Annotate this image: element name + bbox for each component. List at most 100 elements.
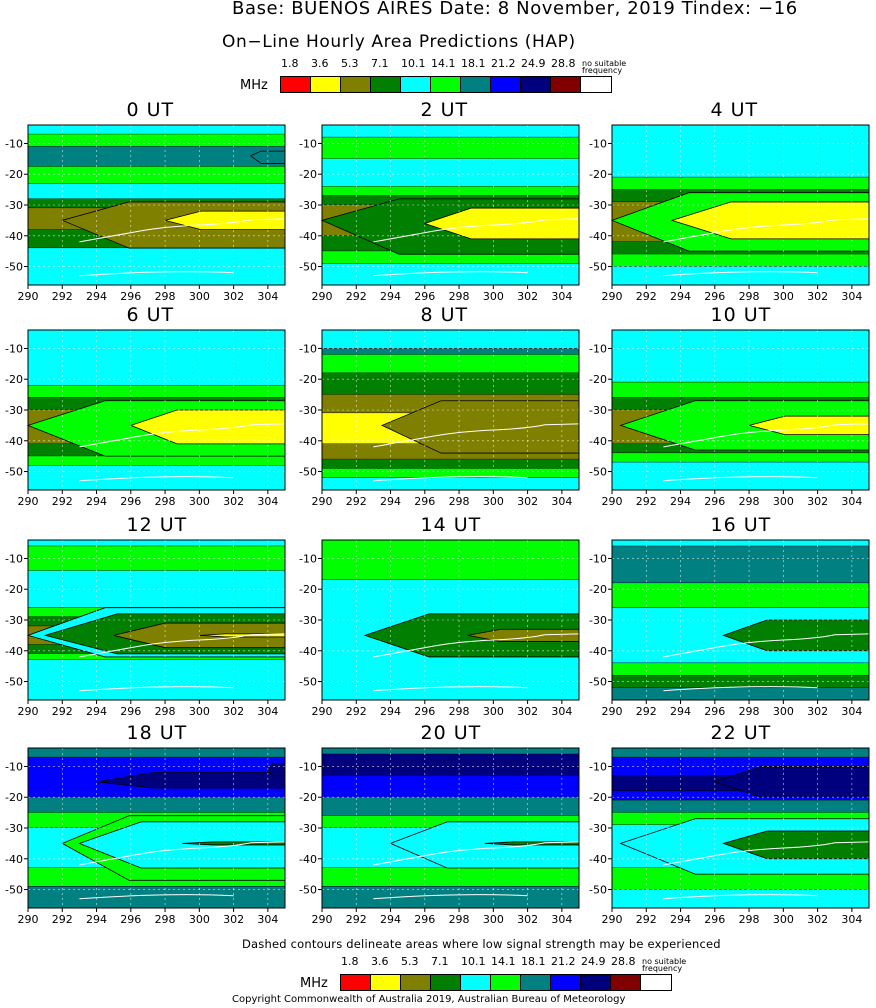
x-tick-label: 292 [52,705,73,718]
x-tick-label: 294 [86,290,107,303]
x-tick-label: 294 [670,913,691,926]
x-tick-label: 298 [155,913,176,926]
coastline [79,218,286,243]
frequency-band [612,540,869,547]
y-tick-label: -30 [299,614,317,627]
frequency-band [28,570,285,608]
panel-plot: 290 292 294 296 298 300 302 304 -10 -20 -30 -40 -50 [589,329,870,508]
plot-area: 290 292 294 296 298 300 302 304 -10 -20 -30 -40 -50 [299,329,580,508]
legend-bottom-swatch [550,974,581,991]
x-tick-label: 292 [52,913,73,926]
y-tick-label: -50 [299,676,317,689]
frequency-band [322,330,579,349]
x-tick-label: 298 [449,913,470,926]
frequency-band [28,546,285,571]
y-tick-label: -20 [589,373,607,386]
frequency-band [322,797,579,816]
x-tick-label: 304 [841,913,862,926]
frequency-band [612,675,869,688]
coastline [373,423,580,448]
frequency-band [322,468,579,478]
frequency-band [28,540,285,547]
coastline [79,633,286,658]
map-panel: 22 UT 290 292 294 296 298 300 302 304 -10 -20 -30 -4… [584,722,876,931]
frequency-band [322,137,579,159]
x-tick-label: 290 [18,495,39,508]
map-panel: 6 UT 290 292 294 296 298 300 302 304 -10 -20 -30 -40… [0,304,297,513]
frequency-band [28,248,285,285]
x-tick-label: 290 [18,705,39,718]
x-tick-label: 292 [52,495,73,508]
frequency-band [612,687,869,700]
frequency-band [322,886,579,908]
plot-area: 290 292 294 296 298 300 302 304 -10 -20 -30 -40 -50 [589,747,870,926]
legend-top-swatch [400,76,431,93]
plot-area: 290 292 294 296 298 300 302 304 -10 -20 -30 -40 -50 [299,747,580,926]
y-tick-label: -40 [589,645,607,658]
frequency-band [28,385,285,398]
legend-top-unit: MHz [240,78,268,93]
x-tick-label: 300 [483,705,504,718]
x-tick-label: 300 [189,290,210,303]
plot-area: 290 292 294 296 298 300 302 304 -10 -20 -30 -40 -50 [5,747,286,926]
frequency-band [28,456,285,466]
y-tick-label: -20 [299,373,317,386]
x-tick-label: 300 [189,913,210,926]
panel-plot: 290 292 294 296 298 300 302 304 -10 -20 -30 -40 -50 [589,539,870,718]
x-tick-label: 304 [551,495,572,508]
frequency-band [612,889,869,908]
x-tick-label: 298 [155,495,176,508]
x-tick-label: 296 [414,705,435,718]
legend-bottom-unit: MHz [300,976,328,991]
legend-top-swatch [580,76,612,93]
legend-bottom-label: 10.1 [461,955,486,968]
copyright: Copyright Commonwealth of Australia 2019… [232,994,626,1005]
panel-plot: 290 292 294 296 298 300 302 304 -10 -20 -30 -40 -50 [5,329,286,508]
x-tick-label: 298 [739,495,760,508]
x-tick-label: 294 [670,705,691,718]
map-panel: 4 UT 290 292 294 296 298 300 302 304 -10 -20 -30 -40… [584,99,876,308]
legend-top-label: 24.9 [521,57,546,70]
y-tick-label: -20 [5,583,23,596]
y-tick-label: -10 [5,552,23,565]
x-tick-label: 300 [483,913,504,926]
y-tick-label: -50 [299,466,317,479]
legend-bottom-label: 28.8 [611,955,636,968]
y-tick-label: -40 [299,435,317,448]
x-tick-label: 298 [155,290,176,303]
y-tick-label: -50 [589,676,607,689]
x-tick-label: 302 [807,913,828,926]
legend-top-label: 1.8 [281,57,299,70]
x-tick-label: 298 [449,495,470,508]
legend-top-label: 3.6 [311,57,329,70]
x-tick-label: 290 [18,913,39,926]
panel-plot: 290 292 294 296 298 300 302 304 -10 -20 -30 -40 -50 [299,329,580,508]
frequency-band [28,125,285,135]
frequency-band [612,791,869,801]
x-tick-label: 300 [189,495,210,508]
legend-bottom-swatch [520,974,551,991]
map-panel: 20 UT 290 292 294 296 298 300 302 304 -10 -20 -30 -4… [294,722,591,931]
x-tick-label: 304 [551,705,572,718]
legend-top-swatch [460,76,491,93]
y-tick-label: -40 [299,853,317,866]
x-tick-label: 302 [517,495,538,508]
frequency-band [322,354,579,374]
x-tick-label: 290 [602,705,623,718]
x-tick-label: 296 [414,290,435,303]
panel-plot: 290 292 294 296 298 300 302 304 -10 -20 -30 -40 -50 [5,747,286,926]
y-tick-label: -20 [589,168,607,181]
x-tick-label: 302 [517,290,538,303]
y-tick-label: -20 [5,168,23,181]
legend-bottom-label: 18.1 [521,955,546,968]
x-tick-label: 302 [223,913,244,926]
x-tick-label: 294 [670,290,691,303]
y-tick-label: -10 [5,760,23,773]
map-panel: 8 UT 290 292 294 296 298 300 302 304 -10 -20 -30 -40… [294,304,591,513]
frequency-band [612,453,869,463]
panel-title: 4 UT [710,99,759,121]
x-tick-label: 298 [739,913,760,926]
coastline [373,218,580,243]
y-tick-label: -10 [299,137,317,150]
coastline [663,423,870,448]
